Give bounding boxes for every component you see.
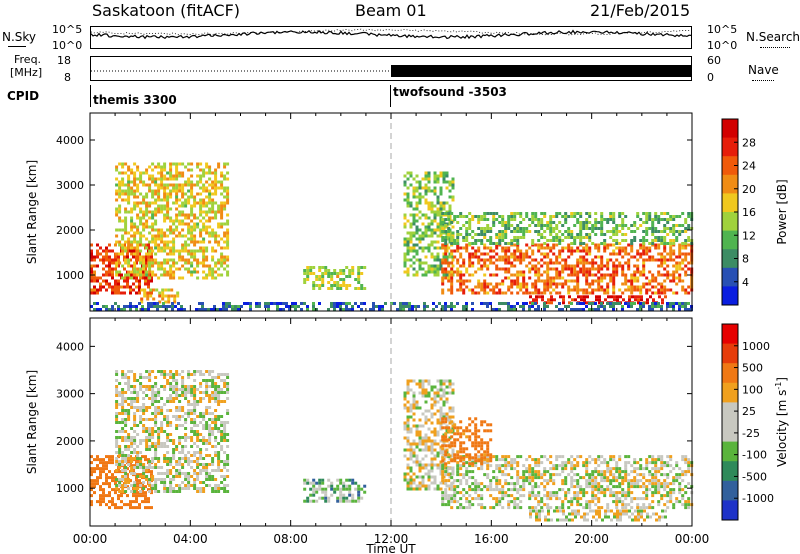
noise-search-label: N.Search — [746, 30, 800, 44]
beam-label: Beam 01 — [355, 1, 427, 20]
freq-right-tick-bottom: 0 — [707, 71, 714, 84]
freq-label-line2: [MHz] — [10, 66, 43, 79]
xtick-label: 04:00 — [173, 532, 208, 546]
power-colorbar-swatch — [722, 156, 738, 176]
xtick-label: 16:00 — [474, 532, 509, 546]
velocity-colorbar-tick-label: -100 — [742, 449, 767, 462]
power-colorbar-swatch — [722, 249, 738, 269]
velocity-colorbar-tick-label: -25 — [742, 427, 760, 440]
power-colorbar-swatch — [722, 174, 738, 194]
xtick-label: 00:00 — [73, 532, 108, 546]
xtick-label: 12:00 — [374, 532, 409, 546]
noise-panel — [90, 26, 692, 49]
power-colorbar-swatch — [722, 137, 738, 157]
nave-label: Nave — [748, 63, 779, 77]
noise-sky-label: N.Sky — [2, 30, 37, 44]
velocity-colorbar-label: Velocity [m s-1] — [774, 377, 789, 467]
noise-left-tick-top: 10^5 — [52, 23, 83, 36]
date-label: 21/Feb/2015 — [590, 1, 691, 20]
power-colorbar-tick-label: 4 — [742, 276, 749, 289]
velocity-colorbar-tick-label: 500 — [742, 362, 763, 375]
power-echo-cells — [90, 162, 694, 311]
cpid-divider-start — [90, 85, 91, 107]
power-colorbar-tick-label: 20 — [742, 183, 756, 196]
velocity-ytick-label: 1000 — [56, 482, 84, 495]
power-colorbar-tick-label: 16 — [742, 206, 756, 219]
power-colorbar-label: Power [dB] — [775, 179, 789, 244]
freq-left-tick-top: 18 — [57, 54, 71, 67]
cpid-label: CPID — [7, 89, 40, 103]
xtick-label: 20:00 — [574, 532, 609, 546]
velocity-colorbar-frame — [721, 323, 739, 521]
power-ytick-label: 1000 — [56, 269, 84, 282]
noise-right-tick-bottom: 10^0 — [707, 39, 738, 52]
power-colorbar: 4 8 12 16 20 24 28 Power [dB] — [721, 118, 789, 306]
station-title: Saskatoon (fitACF) — [92, 1, 241, 20]
velocity-colorbar-tick-label: 1000 — [742, 340, 770, 353]
velocity-colorbar: 1000 500 100 25 -25 -100 -500 -1000 Velocity [m … — [721, 323, 789, 521]
velocity-colorbar-tick-label: -1000 — [742, 492, 774, 505]
velocity-colorbar-swatch — [722, 422, 738, 443]
power-colorbar-swatch — [722, 230, 738, 250]
velocity-colorbar-swatch — [722, 480, 738, 501]
power-ytick-label: 4000 — [56, 134, 84, 147]
power-colorbar-tick-label: 12 — [742, 229, 756, 242]
power-ytick-label: 3000 — [56, 179, 84, 192]
velocity-ytick-label: 4000 — [56, 340, 84, 353]
velocity-colorbar-swatch — [722, 363, 738, 384]
velocity-ytick-label: 2000 — [56, 435, 84, 448]
cpid-divider-mid — [390, 85, 391, 107]
noise-sky-line — [90, 29, 692, 40]
power-colorbar-swatch — [722, 119, 738, 139]
velocity-echo-cells — [90, 370, 694, 522]
power-colorbar-tick-label: 28 — [742, 136, 756, 149]
noise-sky-legend-line — [8, 46, 26, 47]
velocity-colorbar-tick-label: -500 — [742, 470, 767, 483]
power-colorbar-swatch — [722, 212, 738, 232]
noise-plot — [90, 28, 692, 40]
power-colorbar-tick-label: 8 — [742, 253, 749, 266]
freq-plot — [91, 65, 691, 77]
noise-right-tick-top: 10^5 — [707, 23, 738, 36]
freq-right-tick-top: 60 — [707, 54, 721, 67]
power-colorbar-swatch — [722, 267, 738, 287]
xtick-label: 00:00 — [675, 532, 710, 546]
velocity-colorbar-swatch — [722, 402, 738, 423]
velocity-colorbar-swatch — [722, 500, 738, 521]
noise-left-tick-bottom: 10^0 — [52, 39, 83, 52]
velocity-ylabel: Slant Range [km] — [25, 370, 39, 474]
velocity-colorbar-swatch — [722, 461, 738, 482]
power-colorbar-swatch — [722, 286, 738, 306]
velocity-ytick-label: 3000 — [56, 388, 84, 401]
cpid-segment-1: themis 3300 — [93, 93, 177, 107]
power-panel: 1000 2000 3000 4000 Slant Range [km] 4 8 12 16 20… — [25, 112, 789, 312]
power-ylabel: Slant Range [km] — [25, 160, 39, 264]
xlabel: Time UT — [365, 542, 416, 554]
velocity-colorbar-swatch — [722, 441, 738, 462]
power-ytick-label: 2000 — [56, 224, 84, 237]
power-colorbar-tick-label: 24 — [742, 160, 756, 173]
velocity-colorbar-tick-label: 100 — [742, 383, 763, 396]
noise-search-legend-line — [760, 47, 790, 48]
velocity-colorbar-tick-label: 25 — [742, 405, 756, 418]
velocity-colorbar-swatch — [722, 343, 738, 364]
freq-label-line1: Freq. — [14, 53, 42, 66]
velocity-colorbar-swatch — [722, 382, 738, 403]
nave-legend-line — [752, 80, 774, 81]
velocity-colorbar-swatch — [722, 324, 738, 345]
freq-panel — [90, 56, 692, 81]
cpid-segment-2: twofsound -3503 — [393, 85, 507, 99]
xtick-label: 08:00 — [273, 532, 308, 546]
freq-block-second-half — [391, 65, 691, 77]
power-colorbar-swatch — [722, 193, 738, 213]
freq-left-tick-bottom: 8 — [64, 71, 71, 84]
